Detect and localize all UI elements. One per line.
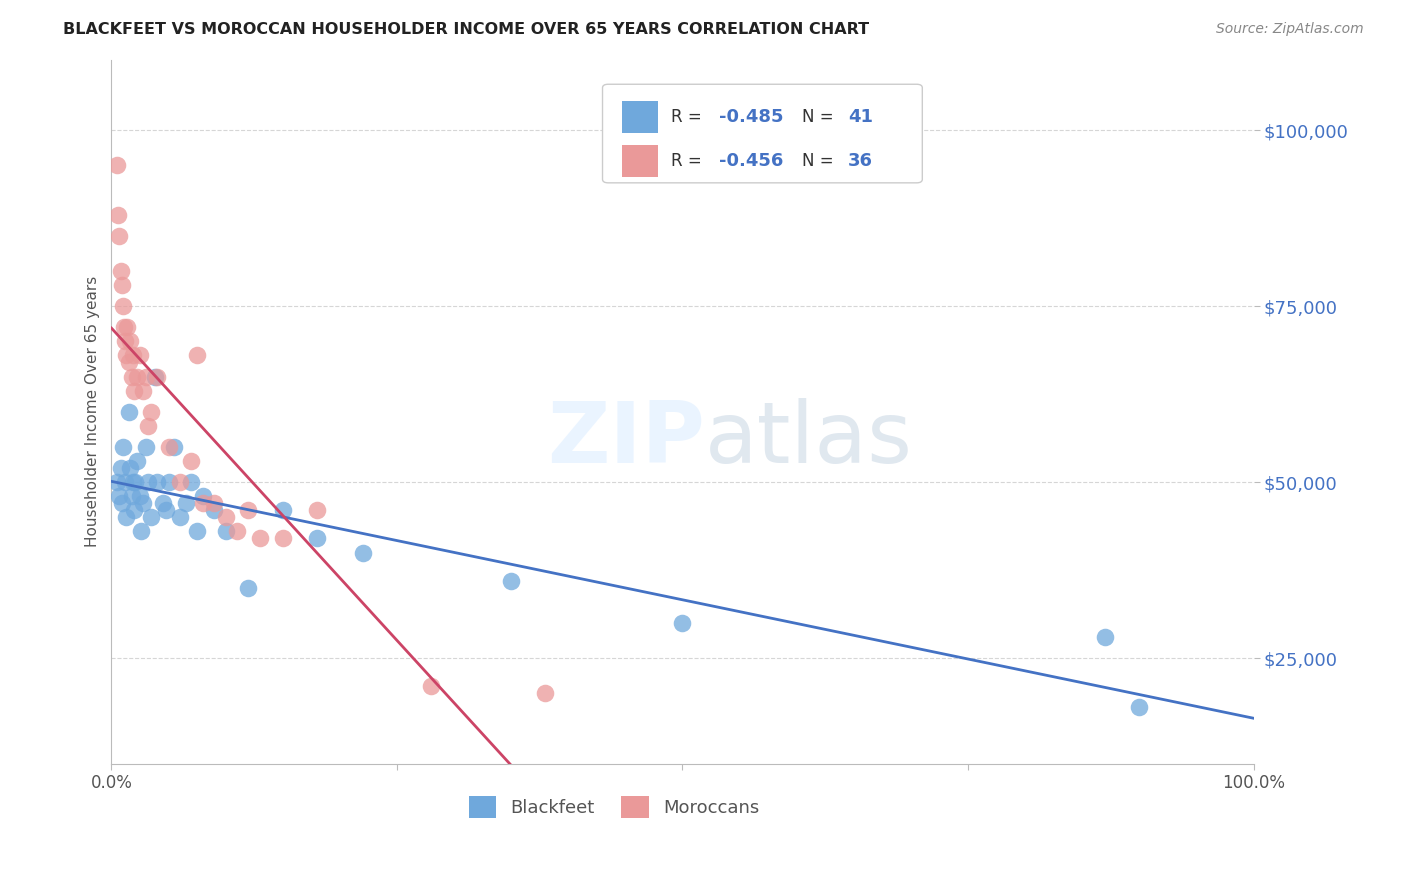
Point — [117, 355, 139, 369]
Point — [169, 475, 191, 490]
Point — [108, 489, 131, 503]
Point — [305, 503, 328, 517]
Point — [117, 320, 139, 334]
Point — [271, 503, 294, 517]
Point — [202, 503, 225, 517]
Point — [122, 503, 145, 517]
Point — [186, 524, 208, 539]
Text: -0.456: -0.456 — [718, 152, 783, 170]
Text: R =: R = — [671, 152, 707, 170]
Point — [163, 440, 186, 454]
Point — [141, 405, 163, 419]
Y-axis label: Householder Income Over 65 years: Householder Income Over 65 years — [86, 277, 100, 548]
Point — [352, 545, 374, 559]
Point — [420, 679, 443, 693]
Point — [157, 440, 180, 454]
Legend: Blackfeet, Moroccans: Blackfeet, Moroccans — [461, 789, 766, 825]
Point — [132, 496, 155, 510]
Point — [117, 405, 139, 419]
Point — [174, 496, 197, 510]
Point — [152, 496, 174, 510]
Point — [143, 369, 166, 384]
Point — [122, 475, 145, 490]
Point — [155, 503, 177, 517]
Point — [671, 615, 693, 630]
Point — [534, 686, 557, 700]
Point — [146, 475, 169, 490]
Point — [135, 369, 157, 384]
Point — [111, 440, 134, 454]
Point — [110, 461, 132, 475]
Point — [110, 264, 132, 278]
Point — [169, 510, 191, 524]
Point — [132, 384, 155, 398]
Text: BLACKFEET VS MOROCCAN HOUSEHOLDER INCOME OVER 65 YEARS CORRELATION CHART: BLACKFEET VS MOROCCAN HOUSEHOLDER INCOME… — [63, 22, 869, 37]
FancyBboxPatch shape — [603, 84, 922, 183]
Point — [180, 475, 202, 490]
Point — [180, 454, 202, 468]
Point — [114, 475, 136, 490]
Point — [108, 228, 131, 243]
Point — [136, 418, 159, 433]
Point — [114, 334, 136, 349]
Point — [214, 524, 236, 539]
Point — [105, 158, 128, 172]
Point — [186, 348, 208, 362]
Point — [238, 581, 260, 595]
Text: N =: N = — [803, 152, 839, 170]
Text: R =: R = — [671, 108, 707, 126]
Point — [501, 574, 523, 588]
Point — [111, 496, 134, 510]
Point — [107, 208, 129, 222]
Point — [105, 475, 128, 490]
Point — [118, 461, 141, 475]
Point — [122, 384, 145, 398]
Point — [115, 348, 138, 362]
Point — [249, 532, 271, 546]
Point — [124, 475, 146, 490]
Point — [191, 496, 214, 510]
Point — [146, 369, 169, 384]
Point — [141, 510, 163, 524]
Point — [121, 489, 143, 503]
Point — [135, 440, 157, 454]
Point — [305, 532, 328, 546]
FancyBboxPatch shape — [621, 101, 658, 133]
Point — [238, 503, 260, 517]
Point — [121, 369, 143, 384]
FancyBboxPatch shape — [621, 145, 658, 177]
Text: N =: N = — [803, 108, 839, 126]
Point — [136, 475, 159, 490]
Point — [129, 348, 152, 362]
Point — [122, 348, 145, 362]
Point — [271, 532, 294, 546]
Point — [129, 489, 152, 503]
Point — [111, 299, 134, 313]
Point — [157, 475, 180, 490]
Text: atlas: atlas — [706, 399, 914, 482]
Point — [118, 334, 141, 349]
Text: Source: ZipAtlas.com: Source: ZipAtlas.com — [1216, 22, 1364, 37]
Point — [1094, 630, 1116, 644]
Point — [214, 510, 236, 524]
Point — [202, 496, 225, 510]
Point — [111, 277, 134, 292]
Point — [125, 454, 148, 468]
Point — [191, 489, 214, 503]
Text: -0.485: -0.485 — [718, 108, 783, 126]
Text: ZIP: ZIP — [547, 399, 706, 482]
Point — [115, 510, 138, 524]
Text: 36: 36 — [848, 152, 873, 170]
Point — [226, 524, 249, 539]
Point — [1128, 700, 1150, 714]
Text: 41: 41 — [848, 108, 873, 126]
Point — [112, 320, 135, 334]
Point — [125, 369, 148, 384]
Point — [129, 524, 152, 539]
